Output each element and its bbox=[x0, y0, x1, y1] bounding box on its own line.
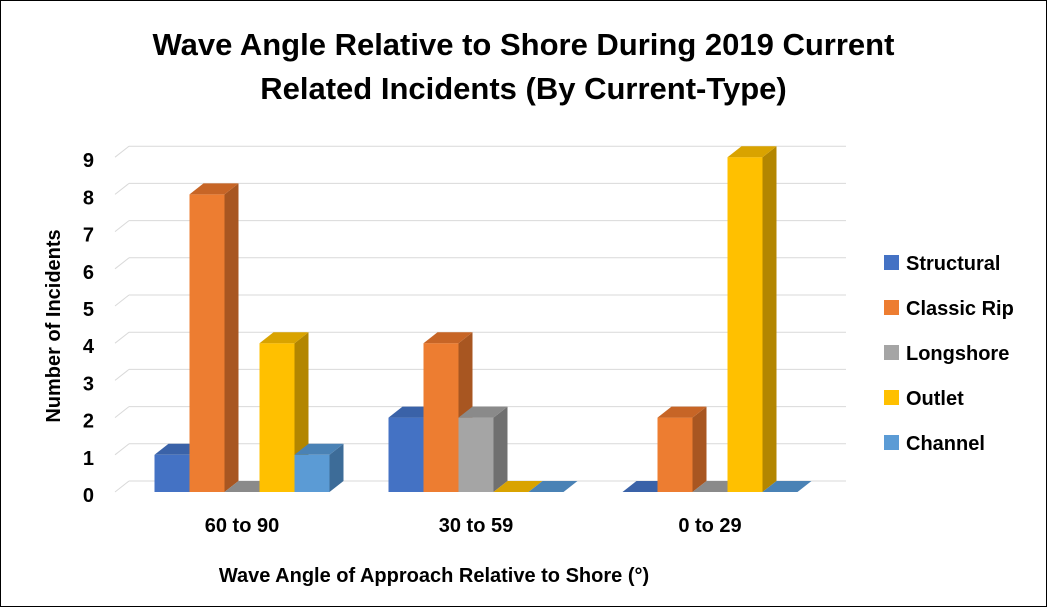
bar bbox=[657, 406, 707, 492]
legend-swatch bbox=[884, 345, 899, 360]
bar-side bbox=[329, 443, 344, 492]
legend-item: Longshore bbox=[884, 343, 1009, 365]
gridline-side bbox=[114, 220, 130, 232]
legend-swatch bbox=[884, 435, 899, 450]
x-tick-labels: 60 to 90 30 to 59 0 to 29 bbox=[205, 515, 742, 537]
legend-item: Classic Rip bbox=[884, 298, 1014, 320]
gridline-side bbox=[114, 443, 130, 456]
bar bbox=[458, 406, 508, 492]
bars bbox=[154, 146, 812, 492]
y-tick-label: 4 bbox=[83, 336, 95, 358]
y-tick-label: 8 bbox=[83, 187, 94, 209]
legend-label: Structural bbox=[906, 253, 1000, 275]
bar-top bbox=[528, 481, 578, 492]
bar-front bbox=[294, 454, 330, 492]
bar bbox=[493, 481, 543, 492]
x-tick-label: 30 to 59 bbox=[439, 515, 513, 537]
bar-top bbox=[458, 406, 508, 418]
x-tick-label: 60 to 90 bbox=[205, 515, 279, 537]
bar-front bbox=[657, 417, 693, 492]
legend-item: Outlet bbox=[884, 388, 964, 410]
x-tick-label: 0 to 29 bbox=[678, 515, 741, 537]
y-tick-label: 7 bbox=[83, 225, 94, 247]
gridline-side bbox=[114, 406, 130, 418]
bar-front bbox=[727, 157, 763, 492]
legend-label: Channel bbox=[906, 433, 985, 455]
chart-title-line-2: Related Incidents (By Current-Type) bbox=[260, 71, 787, 106]
gridline-side bbox=[114, 145, 130, 158]
chart-title-line-1: Wave Angle Relative to Shore During 2019… bbox=[152, 27, 895, 62]
bar-front bbox=[189, 194, 225, 492]
bar-top bbox=[762, 481, 812, 492]
bar-front bbox=[423, 343, 459, 492]
bar bbox=[727, 146, 777, 492]
y-tick-label: 9 bbox=[83, 150, 94, 172]
legend-item: Channel bbox=[884, 433, 985, 455]
legend-swatch bbox=[884, 300, 899, 315]
y-tick-label: 1 bbox=[83, 448, 94, 470]
gridline-side bbox=[114, 369, 130, 381]
legend-label: Classic Rip bbox=[906, 298, 1014, 320]
gridline-side bbox=[114, 331, 130, 344]
bar-front bbox=[259, 343, 295, 492]
bar-top bbox=[657, 406, 707, 418]
chart-title: Wave Angle Relative to Shore During 2019… bbox=[1, 23, 1046, 111]
y-axis-title: Number of Incidents bbox=[43, 229, 65, 422]
bar-front bbox=[388, 417, 424, 492]
bar-front bbox=[154, 454, 190, 492]
legend-swatch bbox=[884, 255, 899, 270]
bar bbox=[294, 443, 344, 492]
bar-top bbox=[493, 481, 543, 492]
y-tick-label: 5 bbox=[83, 299, 94, 321]
gridline-side bbox=[114, 480, 130, 493]
y-tick-label: 3 bbox=[83, 373, 94, 395]
legend-item: Structural bbox=[884, 253, 1000, 275]
legend-swatch bbox=[884, 390, 899, 405]
bar bbox=[762, 481, 812, 492]
bar bbox=[189, 183, 239, 492]
legend-label: Longshore bbox=[906, 343, 1009, 365]
bar bbox=[528, 481, 578, 492]
gridline-side bbox=[114, 257, 130, 270]
bar-side bbox=[493, 406, 508, 492]
bar-side bbox=[692, 406, 707, 492]
bar-top bbox=[259, 332, 309, 344]
y-tick-label: 6 bbox=[83, 262, 94, 284]
bar-side bbox=[224, 183, 239, 492]
bar-top bbox=[727, 146, 777, 158]
y-tick-label: 0 bbox=[83, 485, 94, 507]
y-tick-label: 2 bbox=[83, 411, 94, 433]
gridline-side bbox=[114, 294, 130, 307]
gridline-side bbox=[114, 183, 130, 195]
bar-top bbox=[189, 183, 239, 195]
y-tick-labels: 0 1 2 3 4 5 6 7 8 9 bbox=[83, 150, 95, 507]
legend-label: Outlet bbox=[906, 388, 964, 410]
bar-side bbox=[762, 146, 777, 492]
bar-top bbox=[423, 332, 473, 344]
bar-front bbox=[458, 417, 494, 492]
bar-top bbox=[294, 443, 344, 455]
x-axis-title: Wave Angle of Approach Relative to Shore… bbox=[219, 565, 649, 587]
legend: Structural Classic Rip Longshore Outlet Chan… bbox=[884, 253, 1014, 455]
gridlines bbox=[114, 145, 846, 493]
